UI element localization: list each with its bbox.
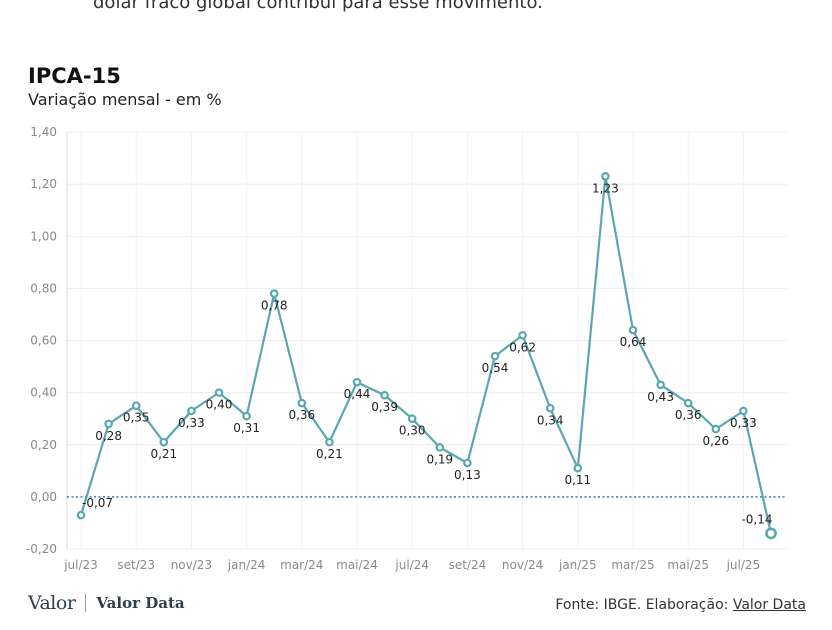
y-tick-label: 0,00: [30, 490, 57, 504]
x-tick-label: set/23: [117, 558, 155, 572]
data-point-ago/23: [104, 419, 113, 429]
logo-data-text: Valor Data: [96, 594, 185, 612]
data-label-jul/25: 0,33: [730, 416, 757, 430]
data-label-mar/25: 0,64: [620, 335, 647, 349]
x-tick-label: set/24: [449, 558, 487, 572]
intro-text: dólar fraco global contribui para esse m…: [93, 0, 543, 13]
data-label-jan/24: 0,31: [233, 421, 260, 435]
data-label-abr/24: 0,21: [316, 447, 343, 461]
data-label-dez/24: 0,34: [537, 413, 564, 427]
data-point-out/23: [159, 437, 169, 447]
logo-valor-text: Valor: [28, 592, 76, 614]
x-tick-label: jan/24: [227, 558, 266, 572]
data-label-jul/24: 0,30: [399, 424, 426, 438]
x-tick-label: nov/24: [502, 558, 543, 572]
data-label-jun/25: 0,26: [702, 434, 729, 448]
y-tick-label: -0,20: [26, 542, 57, 556]
data-label-mai/25: 0,36: [675, 408, 702, 422]
valor-data-logo: Valor Valor Data: [28, 592, 185, 614]
data-point-set/24: [463, 458, 472, 468]
data-label-out/23: 0,21: [150, 447, 177, 461]
y-tick-label: 0,80: [30, 281, 57, 295]
x-tick-label: mai/25: [667, 558, 709, 572]
data-point-ago/24: [435, 443, 445, 452]
data-label-jan/25: 0,11: [564, 473, 591, 487]
x-tick-label: nov/23: [171, 558, 212, 572]
source-label: Fonte: IBGE. Elaboração:: [555, 597, 733, 613]
data-point-abr/25: [656, 380, 665, 390]
y-tick-label: 1,00: [30, 229, 57, 243]
x-tick-label: jul/25: [726, 558, 761, 572]
data-point-fev/24: [269, 289, 279, 298]
data-point-dez/23: [214, 388, 224, 397]
source-link[interactable]: Valor Data: [732, 597, 806, 613]
x-tick-label: jan/25: [558, 558, 597, 572]
data-label-abr/25: 0,43: [647, 390, 674, 404]
data-label-nov/23: 0,33: [178, 416, 205, 430]
chart-subtitle: Variação mensal - em %: [28, 90, 222, 109]
y-tick-label: 1,40: [30, 125, 57, 139]
logo-separator: [85, 594, 87, 612]
data-label-ago/23: 0,28: [95, 429, 122, 443]
data-point-jan/25: [573, 463, 583, 473]
data-label-mar/24: 0,36: [288, 408, 315, 422]
data-label-set/24: 0,13: [454, 468, 481, 482]
data-point-jun/24: [380, 390, 389, 400]
data-point-mar/25: [628, 325, 638, 335]
data-label-ago/24: 0,19: [426, 452, 453, 466]
data-point-ago/25: [765, 527, 777, 540]
series-line-ipca15: [79, 175, 773, 534]
data-point-jun/25: [711, 424, 721, 434]
source-note: Fonte: IBGE. Elaboração: Valor Data: [555, 597, 806, 613]
data-label-fev/25: 1,23: [592, 181, 619, 195]
y-tick-label: 0,20: [30, 438, 57, 452]
data-point-jan/24: [242, 411, 251, 421]
data-label-jul/23: -0,07: [82, 496, 113, 510]
data-point-jul/24: [407, 414, 417, 423]
data-point-abr/24: [325, 437, 334, 447]
y-tick-label: 1,20: [30, 177, 57, 191]
x-tick-label: mar/25: [611, 558, 654, 572]
x-tick-label: jul/23: [63, 558, 98, 572]
data-point-dez/24: [545, 403, 555, 413]
data-point-jul/25: [739, 406, 748, 416]
data-point-mai/25: [683, 398, 693, 408]
data-label-ago/25: -0,14: [741, 512, 772, 526]
y-tick-label: 0,60: [30, 334, 57, 348]
y-tick-label: 0,40: [30, 386, 57, 400]
data-label-nov/24: 0,62: [509, 340, 536, 354]
data-label-set/23: 0,35: [123, 411, 150, 425]
data-label-jun/24: 0,39: [371, 400, 398, 414]
data-point-nov/24: [518, 330, 527, 340]
x-tick-label: jul/24: [394, 558, 429, 572]
data-point-nov/23: [187, 406, 196, 416]
chart-title: IPCA-15: [28, 64, 121, 88]
x-tick-label: mai/24: [336, 558, 378, 572]
data-label-out/24: 0,54: [482, 361, 509, 375]
x-tick-label: mar/24: [280, 558, 323, 572]
data-point-mai/24: [352, 377, 362, 387]
data-point-mar/24: [297, 398, 307, 408]
data-point-jul/23: [76, 510, 86, 520]
data-point-set/23: [131, 401, 141, 410]
data-label-dez/23: 0,40: [206, 398, 233, 412]
data-label-mai/24: 0,44: [344, 387, 371, 401]
data-point-out/24: [490, 351, 500, 361]
data-point-fev/25: [601, 172, 610, 181]
data-label-fev/24: 0,78: [261, 299, 288, 313]
